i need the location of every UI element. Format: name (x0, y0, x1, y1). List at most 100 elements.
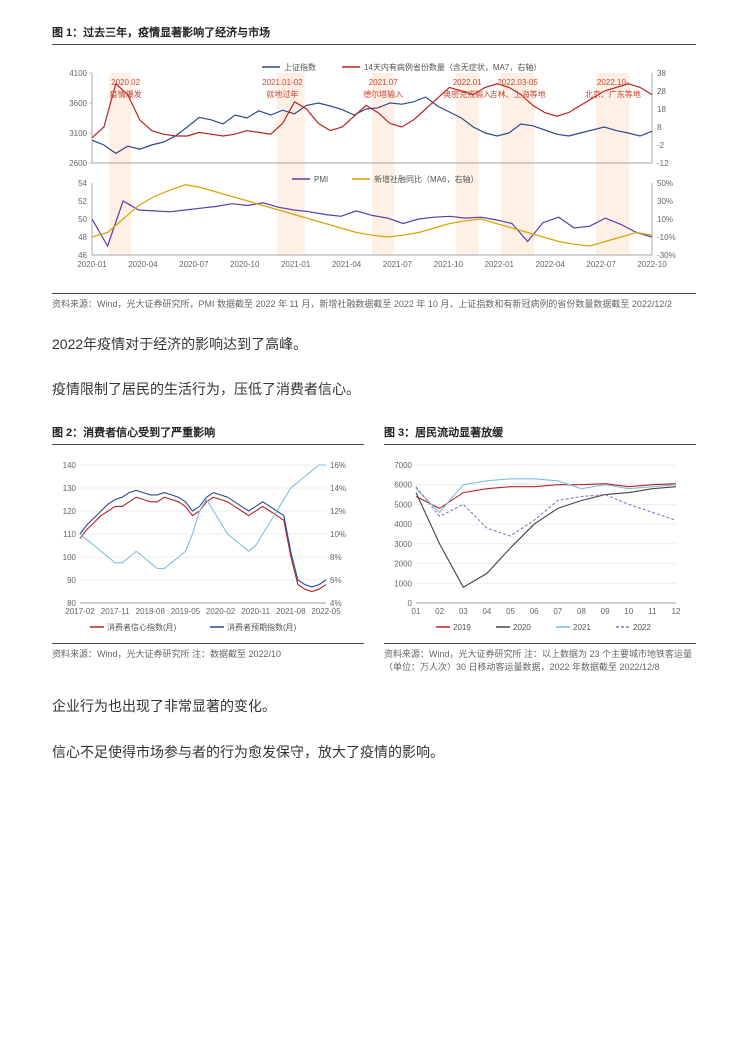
figure2-chart: 80901001101201301404%6%8%10%12%14%16%201… (52, 455, 352, 635)
svg-text:140: 140 (63, 461, 77, 470)
svg-text:3100: 3100 (69, 129, 87, 138)
svg-text:-2: -2 (657, 141, 665, 150)
para-1: 2022年疫情对于经济的影响达到了高峰。 (52, 333, 696, 357)
svg-text:12: 12 (672, 607, 681, 616)
svg-text:46: 46 (78, 251, 87, 260)
svg-text:2021-10: 2021-10 (434, 260, 464, 269)
svg-text:2020: 2020 (513, 623, 531, 632)
svg-text:4100: 4100 (69, 69, 87, 78)
svg-text:6%: 6% (330, 576, 342, 585)
svg-text:-12: -12 (657, 159, 669, 168)
svg-text:08: 08 (577, 607, 586, 616)
svg-text:18: 18 (657, 105, 666, 114)
svg-text:奥密克戎输入: 奥密克戎输入 (443, 89, 491, 99)
svg-text:01: 01 (412, 607, 421, 616)
svg-text:2020.02: 2020.02 (111, 78, 140, 87)
svg-text:2020-02: 2020-02 (206, 607, 236, 616)
svg-text:就地过年: 就地过年 (266, 89, 298, 99)
svg-text:2018-08: 2018-08 (136, 607, 166, 616)
svg-text:2017-11: 2017-11 (101, 607, 130, 616)
figure1-title: 图 1：过去三年，疫情显著影响了经济与市场 (52, 24, 696, 45)
svg-text:2022: 2022 (633, 623, 651, 632)
svg-text:14天内有病例省份数量（含无症状，MA7，右轴）: 14天内有病例省份数量（含无症状，MA7，右轴） (364, 62, 541, 72)
svg-text:3600: 3600 (69, 99, 87, 108)
svg-text:110: 110 (63, 530, 76, 539)
svg-text:8%: 8% (330, 553, 342, 562)
svg-text:疫情爆发: 疫情爆发 (110, 89, 142, 99)
figure1-chart: 2600 3100 3600 4100 -12 -2 8 18 28 38 2020.02 疫情爆发 2… (52, 55, 692, 285)
page: 图 1：过去三年，疫情显著影响了经济与市场 2600 3100 3600 4100 -1… (0, 0, 748, 1059)
svg-text:5000: 5000 (394, 501, 412, 510)
svg-text:28: 28 (657, 87, 666, 96)
svg-text:7000: 7000 (394, 461, 412, 470)
svg-text:2021-01: 2021-01 (281, 260, 311, 269)
svg-text:2021.01-02: 2021.01-02 (262, 78, 303, 87)
svg-text:06: 06 (530, 607, 539, 616)
svg-text:2022.10-: 2022.10- (597, 78, 629, 87)
svg-text:2022-07: 2022-07 (586, 260, 616, 269)
para-4: 信心不足使得市场参与者的行为愈发保守，放大了疫情的影响。 (52, 741, 696, 765)
svg-text:48: 48 (78, 233, 87, 242)
svg-text:52: 52 (78, 197, 87, 206)
svg-text:2022-10: 2022-10 (637, 260, 667, 269)
svg-text:2022-01: 2022-01 (485, 260, 515, 269)
svg-text:11: 11 (648, 607, 657, 616)
svg-text:上证指数: 上证指数 (284, 62, 316, 72)
svg-text:100: 100 (63, 553, 77, 562)
svg-text:2021.07: 2021.07 (369, 78, 398, 87)
svg-text:6000: 6000 (394, 481, 412, 490)
svg-text:1000: 1000 (394, 579, 412, 588)
svg-text:10%: 10% (657, 215, 673, 224)
svg-text:4000: 4000 (394, 520, 412, 529)
svg-text:3000: 3000 (394, 540, 412, 549)
svg-text:8: 8 (657, 123, 662, 132)
svg-text:07: 07 (553, 607, 562, 616)
svg-text:2022.03-05: 2022.03-05 (497, 78, 538, 87)
svg-text:54: 54 (78, 179, 87, 188)
svg-text:120: 120 (63, 507, 77, 516)
svg-text:2019: 2019 (453, 623, 471, 632)
svg-text:2021: 2021 (573, 623, 591, 632)
svg-text:30%: 30% (657, 197, 673, 206)
svg-text:2020-01: 2020-01 (77, 260, 107, 269)
figure2-title: 图 2：消费者信心受到了严重影响 (52, 424, 364, 445)
svg-text:02: 02 (435, 607, 444, 616)
svg-text:10%: 10% (330, 530, 346, 539)
figure1-source: 资料来源：Wind，光大证券研究所，PMI 数据截至 2022 年 11 月，新… (52, 293, 696, 311)
svg-text:PMI: PMI (314, 175, 328, 184)
svg-text:50%: 50% (657, 179, 673, 188)
svg-text:05: 05 (506, 607, 515, 616)
svg-text:14%: 14% (330, 484, 346, 493)
svg-text:北京、广东等地: 北京、广东等地 (585, 89, 641, 99)
svg-text:-10%: -10% (657, 233, 676, 242)
svg-text:新增社融同比（MA6，右轴）: 新增社融同比（MA6，右轴） (374, 174, 478, 184)
svg-text:2022-05: 2022-05 (311, 607, 341, 616)
svg-text:2021-07: 2021-07 (383, 260, 413, 269)
svg-text:2600: 2600 (69, 159, 87, 168)
svg-text:38: 38 (657, 69, 666, 78)
figure2-source: 资料来源：Wind，光大证券研究所 注：数据截至 2022/10 (52, 643, 364, 661)
svg-text:2020-07: 2020-07 (179, 260, 209, 269)
svg-text:16%: 16% (330, 461, 346, 470)
svg-text:2000: 2000 (394, 560, 412, 569)
svg-text:2017-02: 2017-02 (65, 607, 95, 616)
svg-text:2022-04: 2022-04 (536, 260, 566, 269)
figure-row: 图 2：消费者信心受到了严重影响 80901001101201301404%6%… (52, 424, 696, 673)
svg-text:130: 130 (63, 484, 77, 493)
svg-text:90: 90 (67, 576, 76, 585)
svg-text:消费者预期指数(月): 消费者预期指数(月) (227, 622, 297, 632)
svg-text:2020-04: 2020-04 (128, 260, 158, 269)
svg-text:2022.01: 2022.01 (453, 78, 482, 87)
svg-text:消费者信心指数(月): 消费者信心指数(月) (107, 622, 177, 632)
svg-text:04: 04 (482, 607, 491, 616)
svg-text:12%: 12% (330, 507, 346, 516)
svg-text:金融机构储蓄存款余额同比(右，%): 金融机构储蓄存款余额同比(右，%) (107, 634, 232, 635)
svg-text:2019-05: 2019-05 (171, 607, 201, 616)
svg-text:2021-04: 2021-04 (332, 260, 362, 269)
figure3-title: 图 3：居民流动显著放缓 (384, 424, 696, 445)
svg-text:03: 03 (459, 607, 468, 616)
svg-text:2021-08: 2021-08 (276, 607, 306, 616)
svg-text:吉林、上海等地: 吉林、上海等地 (490, 89, 546, 99)
svg-text:10: 10 (624, 607, 633, 616)
figure3-source: 资料来源：Wind，光大证券研究所 注：以上数据为 23 个主要城市地铁客运量（… (384, 643, 696, 673)
